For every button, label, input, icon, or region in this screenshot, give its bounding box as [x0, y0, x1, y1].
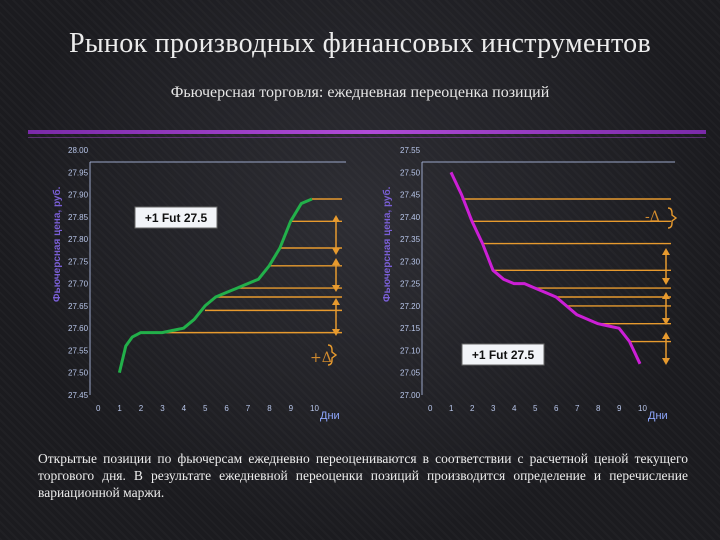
delta-bracket: [327, 344, 338, 366]
series-line: [117, 197, 313, 374]
delta-arrow-head: [332, 248, 340, 255]
delta-arrow-head: [662, 248, 670, 255]
y-tick-label: 27.05: [400, 369, 421, 378]
x-tick-label: 0: [96, 404, 101, 413]
y-tick-label: 27.80: [68, 235, 89, 244]
x-tick-label: 9: [289, 404, 294, 413]
delta-bracket: [667, 207, 678, 229]
y-tick-label: 27.70: [68, 280, 89, 289]
x-tick-label: 7: [575, 404, 580, 413]
y-tick-label: 27.35: [400, 235, 421, 244]
delta-arrow-head: [332, 298, 340, 305]
x-tick-label: 2: [470, 404, 475, 413]
x-axis-label: Дни: [320, 410, 340, 422]
x-tick-label: 4: [512, 404, 517, 413]
delta-arrow-head: [662, 332, 670, 339]
delta-arrow-head: [662, 318, 670, 325]
delta-arrow-head: [332, 258, 340, 265]
contract-box: [134, 206, 218, 229]
y-tick-label: 27.45: [68, 391, 89, 400]
x-tick-label: 6: [554, 404, 559, 413]
y-tick-label: 27.55: [400, 146, 421, 155]
x-tick-label: 3: [160, 404, 165, 413]
y-tick-label: 27.25: [400, 280, 421, 289]
y-tick-label: 27.20: [400, 302, 421, 311]
y-tick-label: 27.10: [400, 346, 421, 355]
x-tick-label: 5: [533, 404, 538, 413]
x-tick-label: 1: [449, 404, 454, 413]
y-axis-label: Фьючерсная цена, руб.: [51, 186, 63, 302]
x-tick-label: 8: [596, 404, 601, 413]
y-tick-label: 27.00: [400, 391, 421, 400]
series-line: [449, 171, 642, 365]
y-tick-label: 27.50: [400, 168, 421, 177]
x-tick-label: 9: [617, 404, 622, 413]
y-tick-label: 27.75: [68, 257, 89, 266]
delta-arrow-head: [332, 329, 340, 336]
x-tick-label: 5: [203, 404, 208, 413]
y-tick-label: 27.95: [68, 168, 89, 177]
x-tick-label: 4: [182, 404, 187, 413]
delta-arrow-head: [662, 278, 670, 285]
x-tick-label: 6: [224, 404, 229, 413]
chart-1: 27.45 27.50 27.55 27.60 27.65 27.70 27.75 27.80…: [51, 146, 346, 422]
contract-label: +1 Fut 27.5: [472, 348, 535, 362]
chart-2: 27.00 27.05 27.10 27.15 27.20 27.25 27.30 27.35…: [381, 146, 678, 422]
y-tick-label: 27.65: [68, 302, 89, 311]
x-tick-label: 7: [246, 404, 251, 413]
slide-subtitle: Фьючерсная торговля: ежедневная переоцен…: [170, 84, 550, 101]
delta-arrow-head: [332, 215, 340, 222]
delta-arrow-head: [662, 358, 670, 365]
x-tick-label: 3: [491, 404, 496, 413]
delta-label: -Δ: [645, 209, 660, 225]
title-divider: [28, 130, 706, 134]
y-tick-label: 27.55: [68, 346, 89, 355]
y-axis-label: Фьючерсная цена, руб.: [381, 186, 393, 302]
x-tick-label: 1: [117, 404, 122, 413]
y-tick-label: 28.00: [68, 146, 89, 155]
slide-title: Рынок производных финансовых инструменто…: [68, 28, 651, 59]
x-tick-label: 0: [428, 404, 433, 413]
slide-body-text: Открытые позиции по фьючерсам ежедневно …: [38, 451, 688, 500]
y-tick-label: 27.50: [68, 369, 89, 378]
x-axis-label: Дни: [648, 410, 668, 422]
x-tick-label: 10: [310, 404, 319, 413]
y-tick-label: 27.90: [68, 191, 89, 200]
y-tick-label: 27.45: [400, 191, 421, 200]
y-tick-label: 27.15: [400, 324, 421, 333]
delta-arrow-head: [662, 292, 670, 299]
y-tick-label: 27.40: [400, 213, 421, 222]
delta-label: +Δ: [310, 350, 332, 366]
contract-box: [461, 343, 545, 366]
title-divider-thin: [28, 137, 706, 138]
y-tick-label: 27.60: [68, 324, 89, 333]
contract-label: +1 Fut 27.5: [145, 211, 208, 225]
y-tick-label: 27.85: [68, 213, 89, 222]
x-tick-label: 2: [139, 404, 144, 413]
delta-arrow-head: [332, 285, 340, 292]
x-tick-label: 10: [638, 404, 647, 413]
x-tick-label: 8: [267, 404, 272, 413]
y-tick-label: 27.30: [400, 257, 421, 266]
